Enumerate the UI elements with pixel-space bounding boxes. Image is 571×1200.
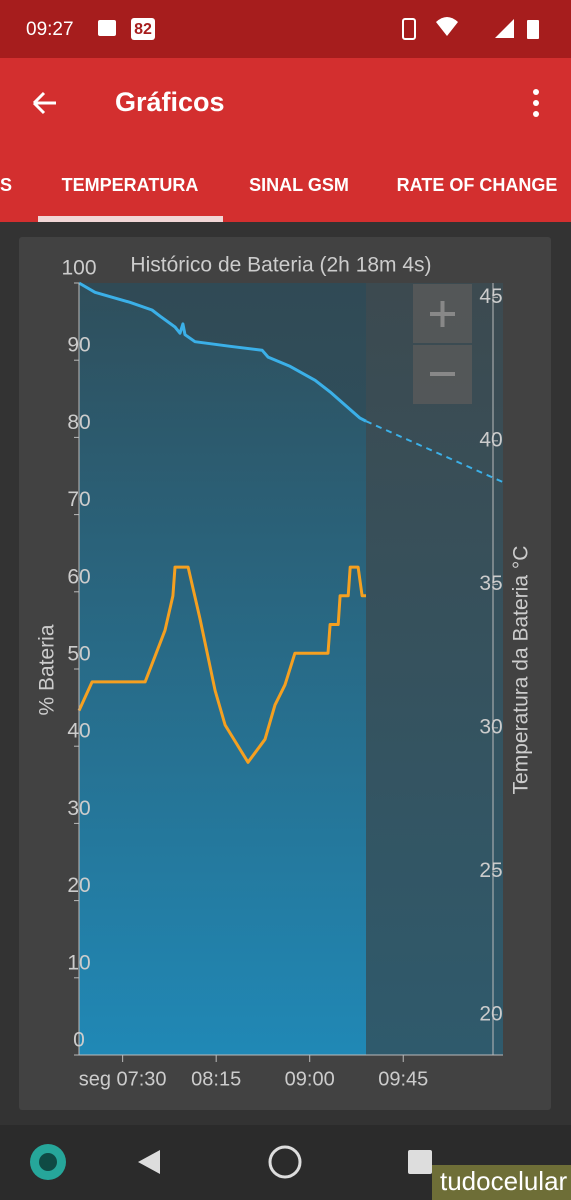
app-title: Gráficos	[115, 87, 225, 117]
tab-indicator	[38, 216, 223, 222]
y2-tick-label: 30	[479, 715, 502, 738]
battery-line	[78, 281, 367, 423]
watermark-box	[432, 1165, 571, 1200]
status-bar	[0, 0, 571, 58]
y-axis-label: % Bateria	[36, 624, 59, 715]
back-button[interactable]	[32, 91, 56, 115]
y-tick-label: 10	[67, 951, 90, 974]
tab[interactable]: TEMPERATURA	[62, 175, 199, 195]
zoom-out[interactable]	[413, 345, 472, 404]
temperature-line	[77, 565, 366, 764]
watermark: tudocelular	[440, 1166, 568, 1196]
y-tick-label: 60	[67, 565, 90, 588]
assistant-button[interactable]	[30, 1144, 66, 1180]
back-nav[interactable]	[138, 1150, 160, 1174]
x-tick-label: 08:15	[191, 1068, 241, 1090]
status-time: 09:27	[26, 19, 74, 40]
gallery-icon	[98, 20, 116, 36]
y2-tick-label: 25	[479, 859, 502, 882]
tab[interactable]: RATE OF CHANGE	[397, 175, 558, 195]
home-nav[interactable]	[268, 1145, 302, 1179]
tab-bar: S TEMPERATURA SINAL GSM RATE OF CHANGE	[0, 175, 557, 195]
y-tick-label: 90	[67, 334, 90, 357]
y-tick-label: 30	[67, 797, 90, 820]
status-badge: 82	[134, 21, 152, 38]
y-tick-label: 70	[67, 488, 90, 511]
zoom-in[interactable]	[413, 284, 472, 343]
x-tick-label: seg 07:30	[79, 1068, 167, 1090]
y-tick-label: 100	[61, 257, 96, 280]
tab[interactable]: SINAL GSM	[249, 175, 349, 195]
recents-nav[interactable]	[408, 1150, 432, 1174]
y2-axis-label: Temperatura da Bateria °C	[510, 546, 533, 795]
x-tick-label: 09:45	[378, 1068, 428, 1090]
y-tick-label: 40	[67, 720, 90, 743]
y-tick-label: 80	[67, 411, 90, 434]
battery-area	[79, 283, 366, 1055]
wifi-icon	[436, 17, 458, 36]
tab[interactable]: S	[0, 175, 12, 195]
future-region	[366, 283, 503, 1055]
app-bar	[0, 58, 571, 222]
y2-tick-label: 40	[479, 428, 502, 451]
battery-projection	[365, 420, 504, 484]
signal-icon	[495, 19, 514, 38]
y2-tick-label: 35	[479, 572, 502, 595]
chart-title: Histórico de Bateria (2h 18m 4s)	[130, 254, 431, 277]
badge-box	[131, 18, 155, 40]
chart: 0 10 20 30 40 50 60 70 80 90 100 20 25 30 35 40 45 seg 07…	[36, 254, 533, 1091]
x-tick-label: 09:00	[285, 1068, 335, 1090]
y-tick-label: 0	[73, 1029, 85, 1052]
y2-tick-label: 45	[479, 285, 502, 308]
vibrate-icon	[402, 18, 416, 40]
battery-icon	[527, 20, 539, 39]
y2-tick-label: 20	[479, 1002, 502, 1025]
y-tick-label: 20	[67, 874, 90, 897]
y-tick-label: 50	[67, 643, 90, 666]
menu-button[interactable]	[533, 89, 539, 117]
